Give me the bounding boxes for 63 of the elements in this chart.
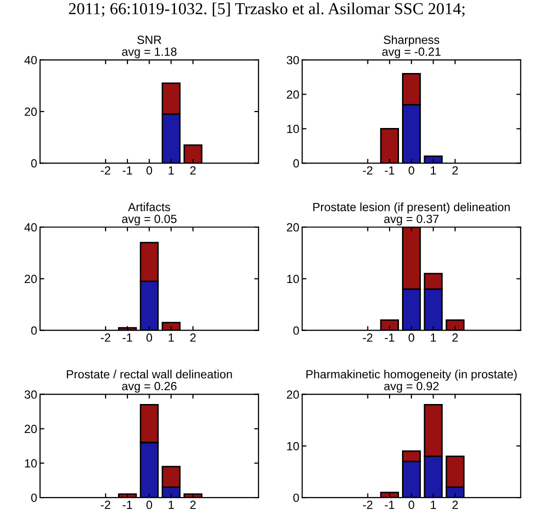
- y-tick-label: 0: [31, 326, 37, 335]
- y-tick-label: 10: [287, 274, 299, 284]
- chart-subtitle: avg = 0.37: [384, 214, 439, 226]
- chart-subtitle: avg = 0.92: [384, 382, 439, 393]
- y-tick-label: 0: [31, 494, 37, 502]
- chart-title: SNR: [137, 36, 162, 44]
- y-tick-label: 20: [24, 274, 37, 284]
- x-tick-label: 0: [408, 166, 414, 175]
- y-tick-label: 20: [24, 108, 37, 116]
- x-tick-label: 1: [168, 334, 174, 342]
- chart-title: Sharpness: [384, 35, 440, 46]
- x-tick-label: 2: [452, 166, 458, 174]
- x-tick-label: -1: [122, 166, 132, 174]
- x-tick-label: 1: [430, 166, 436, 174]
- x-tick-label: -1: [122, 500, 132, 509]
- x-tick-label: 0: [408, 500, 414, 510]
- y-tick-label: 10: [25, 459, 37, 468]
- chart-title: Artifacts: [128, 202, 170, 212]
- x-tick-label: -1: [384, 334, 394, 342]
- text: 2011; 66:1019-1032. [5] Trzasko et al. Asilomar SSC 2014;: [68, 2, 464, 17]
- y-tick-label: 40: [24, 56, 37, 64]
- y-tick-label: 10: [287, 442, 299, 450]
- x-tick-label: -1: [384, 500, 394, 509]
- x-tick-label: 0: [408, 333, 414, 342]
- chart-subtitle: avg = -0.21: [382, 48, 441, 58]
- x-tick-label: -2: [100, 166, 110, 174]
- y-tick-label: 0: [293, 494, 299, 502]
- y-tick-label: 20: [286, 90, 299, 99]
- x-tick-label: 1: [168, 166, 174, 174]
- x-tick-label: 1: [168, 500, 174, 509]
- x-tick-label: 2: [452, 333, 458, 342]
- chart-subtitle: avg = 0.26: [122, 382, 176, 393]
- y-tick-label: 30: [286, 56, 299, 64]
- chart-title: Prostate / rectal wall delineation: [66, 370, 232, 378]
- x-tick-label: -2: [363, 166, 372, 174]
- x-tick-label: -1: [384, 166, 394, 174]
- x-tick-label: 2: [452, 500, 458, 509]
- x-tick-label: 0: [146, 500, 152, 510]
- y-tick-label: 0: [293, 326, 299, 335]
- x-tick-label: -2: [363, 500, 372, 509]
- x-tick-label: 2: [190, 166, 196, 174]
- x-tick-label: 1: [430, 500, 436, 509]
- x-tick-label: -2: [100, 333, 110, 342]
- x-tick-label: 1: [430, 334, 436, 342]
- y-tick-label: 0: [293, 159, 299, 168]
- y-tick-label: 0: [31, 159, 37, 168]
- x-tick-label: -2: [100, 500, 110, 509]
- y-tick-label: 20: [24, 424, 37, 434]
- y-tick-label: 40: [24, 223, 37, 232]
- y-tick-label: 30: [24, 390, 37, 399]
- chart-subtitle: avg = 0.05: [122, 214, 177, 226]
- y-tick-label: 20: [286, 223, 299, 232]
- x-tick-label: 2: [190, 500, 196, 509]
- x-tick-label: -2: [363, 333, 372, 342]
- chart-title: Pharmakinetic homogeneity (in prostate): [306, 370, 517, 381]
- y-tick-label: 20: [286, 390, 299, 399]
- x-tick-label: 0: [146, 333, 152, 342]
- y-tick-label: 10: [287, 124, 299, 134]
- x-tick-label: -1: [122, 334, 132, 342]
- chart-title: Prostate lesion (if present) delineation: [313, 202, 510, 214]
- x-tick-label: 0: [146, 166, 152, 175]
- x-tick-label: 2: [190, 333, 196, 342]
- chart-subtitle: avg = 1.18: [122, 48, 176, 58]
